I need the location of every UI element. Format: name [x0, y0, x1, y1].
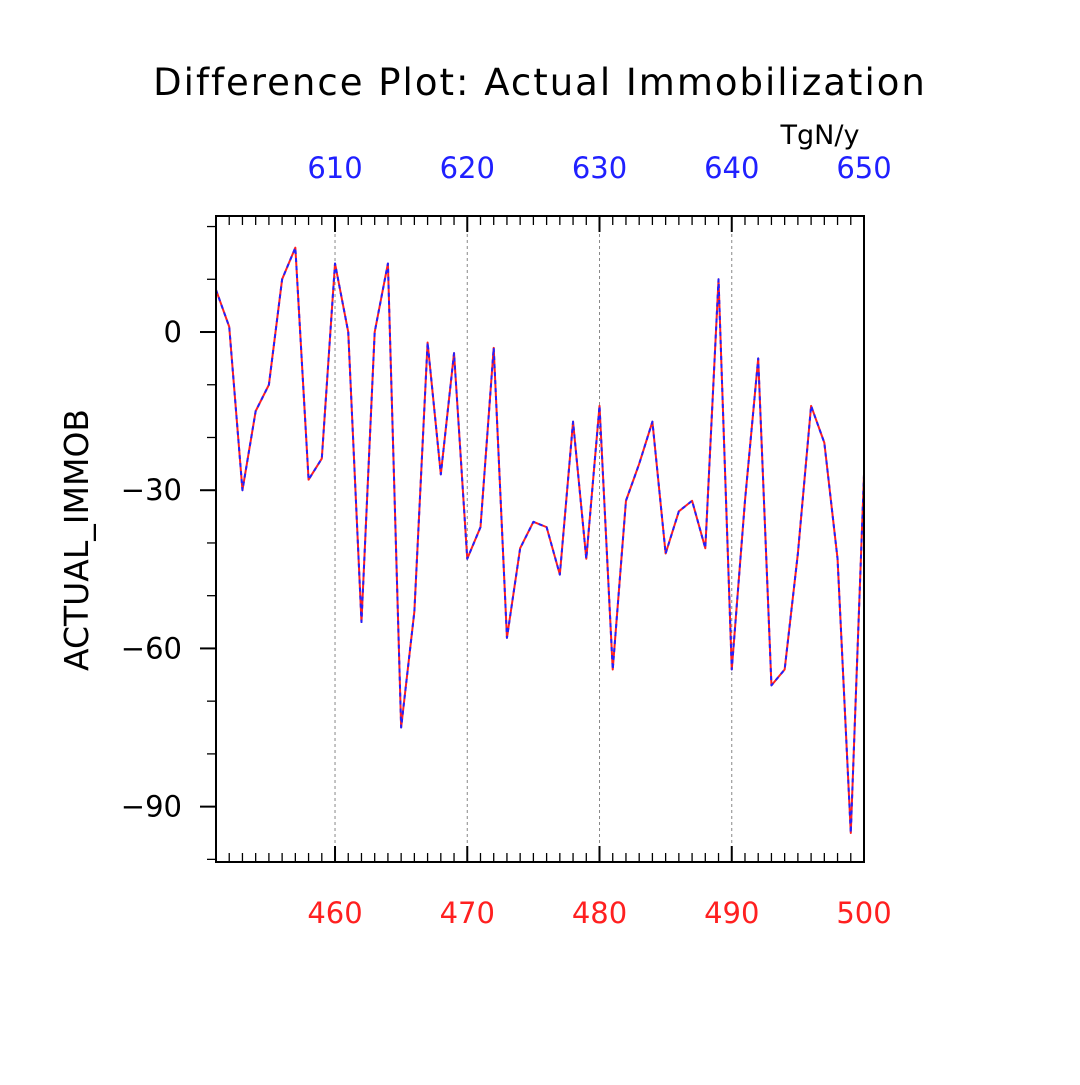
x-top-tick-label: 630	[572, 151, 627, 185]
x-bottom-tick-label: 460	[307, 896, 362, 930]
x-bottom-tick-label: 470	[440, 896, 495, 930]
x-top-tick-label: 650	[836, 151, 891, 185]
y-tick-label: −90	[121, 790, 182, 824]
x-top-tick-label: 610	[307, 151, 362, 185]
x-bottom-tick-label: 480	[572, 896, 627, 930]
grid-lines	[334, 216, 733, 862]
y-axis-label: ACTUAL_IMMOB	[57, 409, 96, 671]
x-bottom-tick-label: 500	[836, 896, 891, 930]
x-top-tick-label: 640	[704, 151, 759, 185]
units-label: TgN/y	[780, 120, 860, 151]
x-top-tick-label: 620	[440, 151, 495, 185]
series-lines	[215, 246, 865, 834]
x-bottom-tick-label: 490	[704, 896, 759, 930]
y-tick-label: −30	[121, 473, 182, 507]
axis-ticks	[200, 216, 865, 862]
chart-title: Difference Plot: Actual Immobilization	[153, 61, 927, 104]
tick-labels: 460 470 480 490 500 610 620 630 640 650 0 −30 −60 −90	[121, 151, 892, 930]
y-tick-label: −60	[121, 631, 182, 665]
series-line-bottom-red	[215, 246, 865, 834]
plot-frame	[215, 215, 865, 863]
y-tick-label: 0	[164, 315, 182, 349]
series-line-top-blue	[215, 246, 865, 834]
